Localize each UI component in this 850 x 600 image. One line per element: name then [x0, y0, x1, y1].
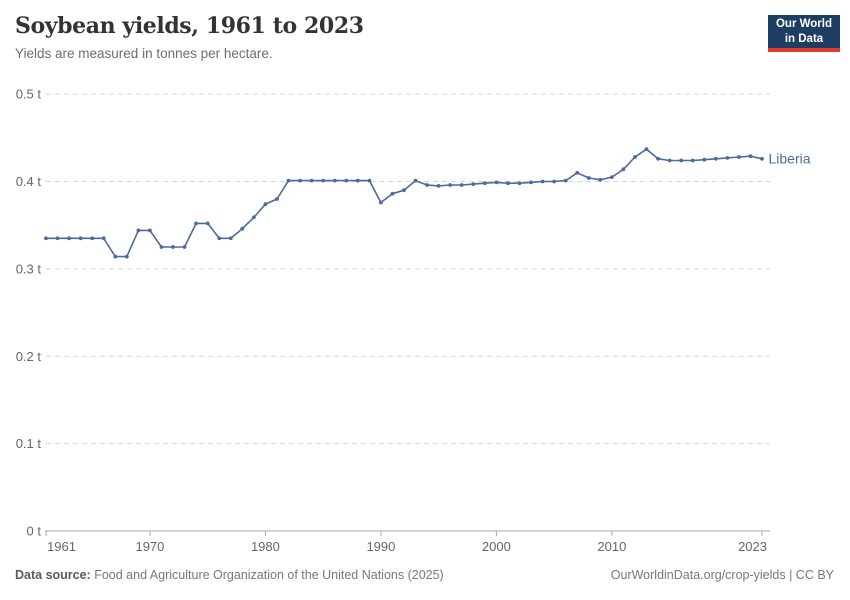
data-point[interactable] [575, 170, 580, 175]
data-point[interactable] [448, 183, 453, 187]
data-point[interactable] [563, 178, 568, 183]
data-point[interactable] [344, 178, 349, 183]
chart-header: Soybean yields, 1961 to 2023 Yields are … [15, 13, 364, 61]
data-point[interactable] [124, 254, 129, 259]
data-point[interactable] [586, 176, 591, 180]
data-point[interactable] [644, 147, 649, 152]
data-point[interactable] [148, 228, 152, 233]
data-point[interactable] [78, 236, 83, 241]
data-point[interactable] [459, 183, 464, 187]
x-tick-label: 1970 [135, 539, 164, 554]
data-point[interactable] [309, 178, 314, 183]
data-point[interactable] [610, 175, 614, 180]
y-tick-label: 0.4 t [16, 174, 42, 189]
data-point[interactable] [44, 236, 48, 241]
data-point[interactable] [101, 236, 106, 241]
data-point[interactable] [55, 236, 60, 241]
page-title: Soybean yields, 1961 to 2023 [15, 13, 364, 39]
data-point[interactable] [482, 181, 487, 186]
y-tick-label: 0.5 t [16, 87, 42, 102]
data-point[interactable] [760, 156, 764, 161]
data-point[interactable] [436, 184, 441, 188]
data-point[interactable] [598, 177, 603, 182]
data-point[interactable] [413, 178, 418, 183]
data-point[interactable] [656, 156, 660, 161]
data-point[interactable] [390, 191, 395, 196]
data-point[interactable] [355, 178, 360, 183]
chart-subtitle: Yields are measured in tonnes per hectar… [15, 46, 273, 61]
data-point[interactable] [667, 158, 672, 163]
owid-logo-line1: Our World [775, 18, 832, 31]
x-tick-label: 2000 [482, 539, 511, 554]
data-point[interactable] [737, 155, 741, 159]
data-point[interactable] [90, 236, 95, 241]
chart-footer: Data source: Food and Agriculture Organi… [15, 568, 834, 582]
data-point[interactable] [194, 221, 199, 226]
data-point[interactable] [321, 178, 326, 183]
data-point[interactable] [275, 197, 279, 201]
data-source-text: Food and Agriculture Organization of the… [90, 568, 444, 582]
data-point[interactable] [633, 155, 637, 159]
owid-credit-link[interactable]: OurWorldinData.org/crop-yields | CC BY [610, 568, 834, 582]
data-point[interactable] [713, 156, 718, 161]
y-tick-label: 0.1 t [16, 436, 42, 451]
data-point[interactable] [621, 167, 626, 172]
data-point[interactable] [171, 245, 175, 249]
data-point[interactable] [332, 178, 337, 183]
data-point[interactable] [205, 221, 210, 226]
data-point[interactable] [471, 182, 476, 187]
data-point[interactable] [748, 154, 753, 159]
data-point[interactable] [113, 254, 118, 259]
y-tick-label: 0.2 t [16, 349, 42, 364]
series-line-liberia[interactable] [45, 148, 763, 258]
data-point[interactable] [263, 202, 268, 207]
data-point[interactable] [506, 181, 510, 186]
data-point[interactable] [494, 180, 499, 185]
data-point[interactable] [402, 188, 406, 193]
data-point[interactable] [217, 236, 222, 241]
data-point[interactable] [552, 179, 556, 184]
owid-logo-line2: in Data [784, 32, 824, 45]
data-point[interactable] [517, 181, 522, 186]
data-point[interactable] [67, 236, 71, 241]
data-point[interactable] [725, 156, 730, 160]
data-point[interactable] [240, 226, 245, 231]
data-point[interactable] [136, 228, 141, 233]
y-tick-label: 0.3 t [16, 261, 42, 276]
data-point[interactable] [286, 178, 291, 183]
x-tick-label: 1980 [251, 539, 280, 554]
owid-logo[interactable]: Our World in Data [768, 15, 840, 52]
data-source-label: Data source: [15, 568, 91, 582]
x-tick-label: 1990 [366, 539, 395, 554]
data-point[interactable] [379, 200, 383, 205]
data-point[interactable] [679, 158, 684, 163]
data-point[interactable] [702, 157, 707, 162]
data-point[interactable] [228, 236, 233, 241]
data-point[interactable] [159, 245, 164, 249]
series-label-liberia[interactable]: Liberia [769, 150, 811, 166]
data-point[interactable] [540, 179, 545, 184]
data-point[interactable] [252, 215, 256, 220]
data-point[interactable] [298, 178, 302, 183]
data-point[interactable] [425, 183, 429, 187]
data-point[interactable] [529, 180, 533, 185]
x-tick-label: 2010 [597, 539, 626, 554]
y-tick-label: 0 t [27, 524, 42, 539]
data-point[interactable] [690, 158, 695, 163]
x-tick-label: 2023 [738, 539, 767, 554]
data-point[interactable] [182, 245, 187, 249]
data-source-note: Data source: Food and Agriculture Organi… [15, 568, 444, 582]
data-point[interactable] [367, 178, 372, 183]
x-tick-label: 1961 [47, 539, 76, 554]
